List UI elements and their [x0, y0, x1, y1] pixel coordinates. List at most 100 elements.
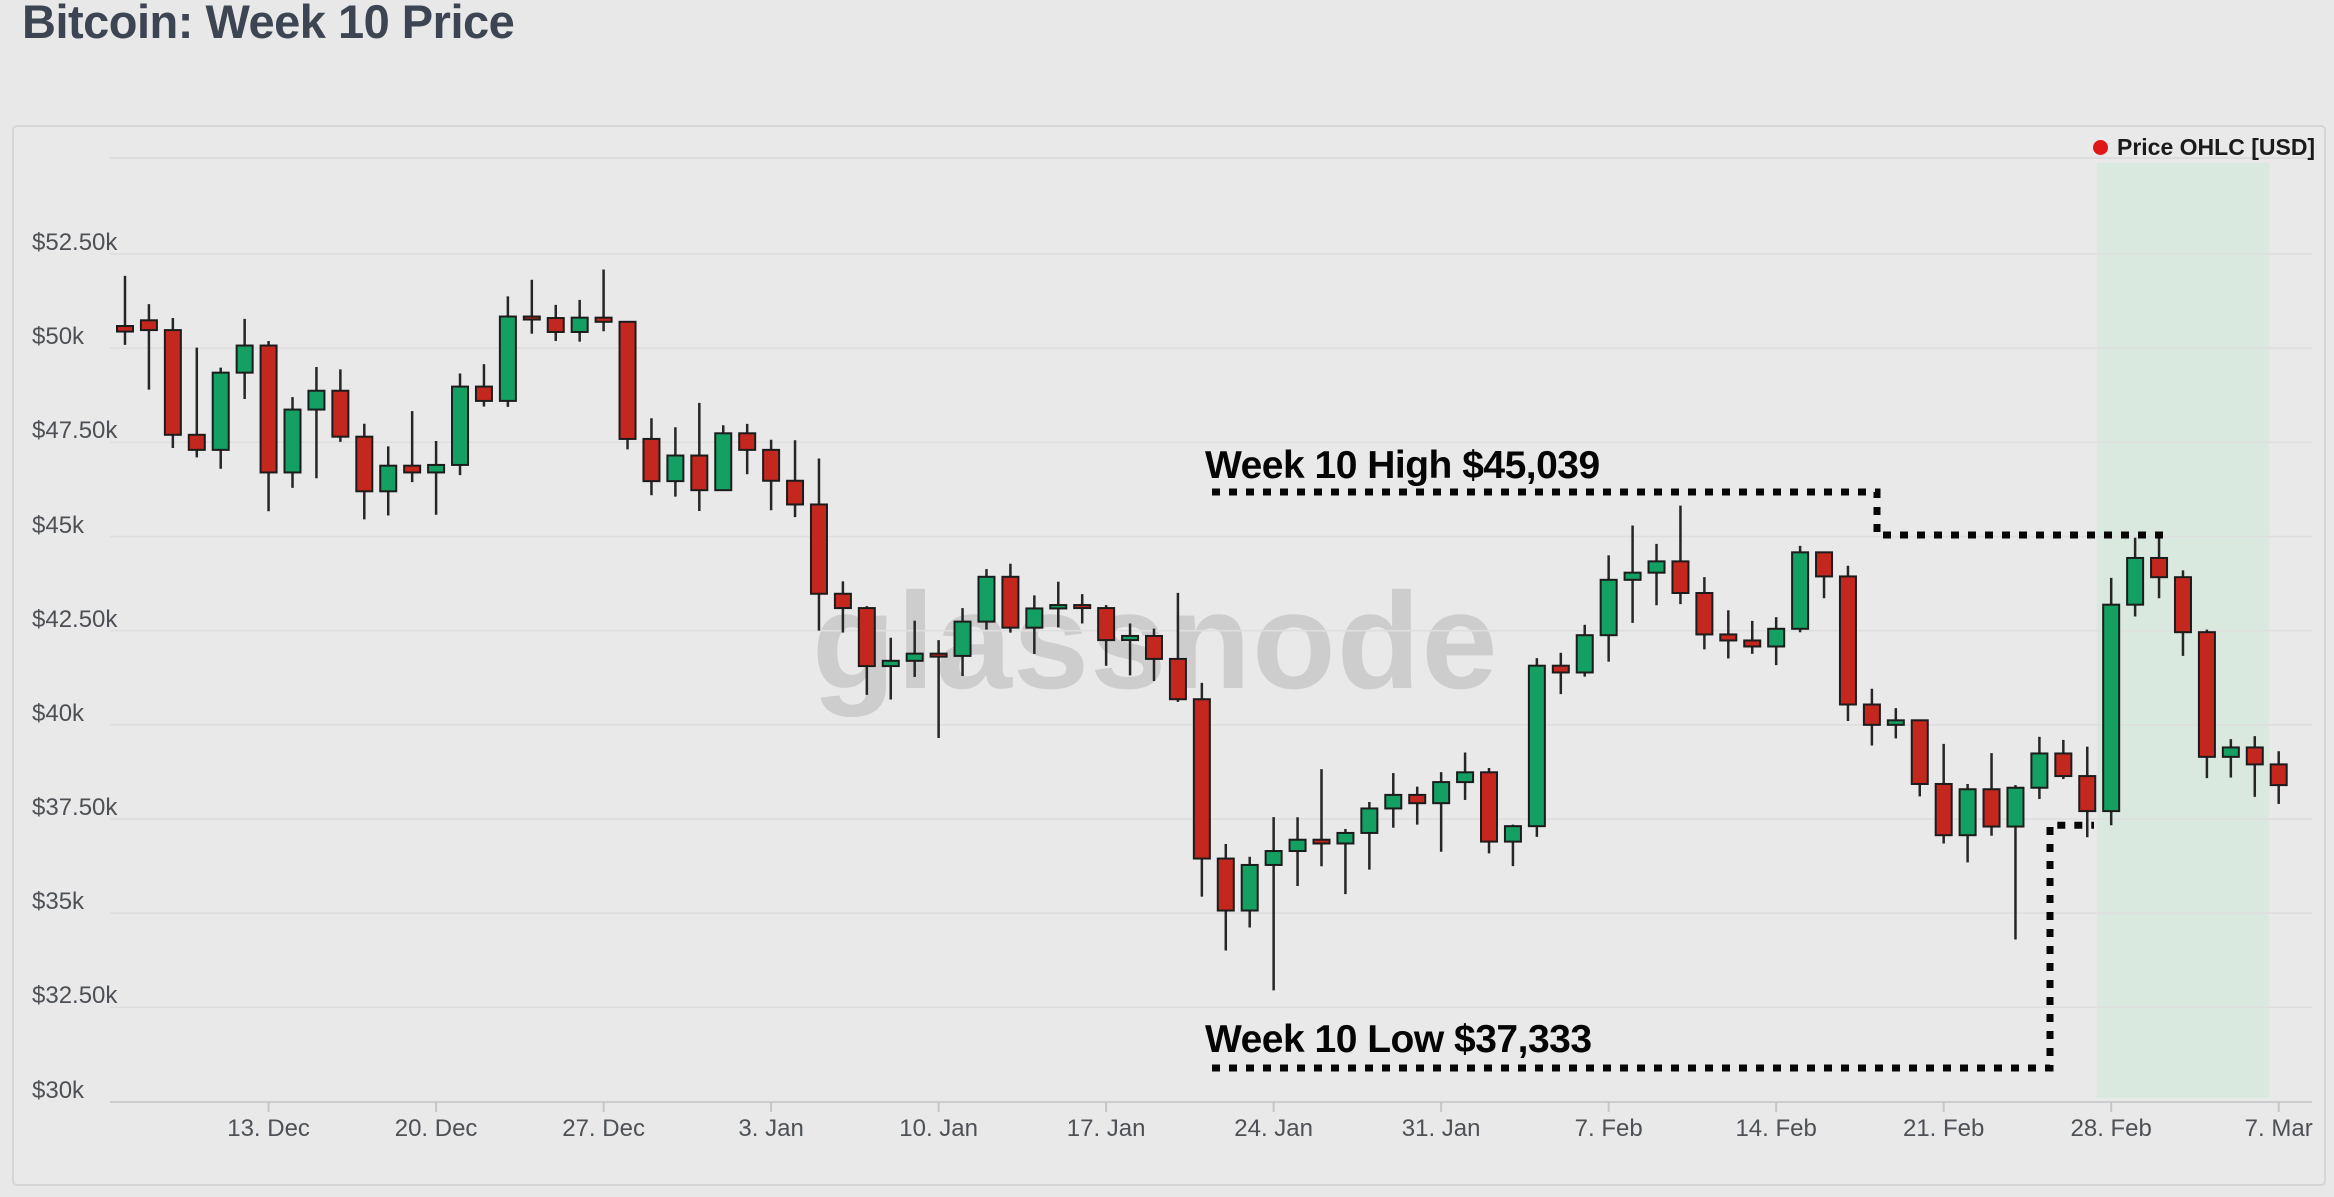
candle[interactable] — [1264, 817, 1283, 991]
candle[interactable] — [1647, 543, 1666, 606]
candle[interactable] — [379, 446, 398, 516]
candle[interactable] — [1216, 844, 1235, 951]
candle[interactable] — [522, 279, 541, 334]
candle[interactable] — [1527, 658, 1546, 837]
candle[interactable] — [1551, 652, 1570, 695]
candle[interactable] — [1838, 565, 1857, 721]
candle[interactable] — [139, 304, 158, 390]
candle[interactable] — [427, 440, 446, 515]
candle[interactable] — [1503, 824, 1522, 867]
candle[interactable] — [1288, 817, 1307, 887]
candle[interactable] — [786, 440, 805, 518]
candle[interactable] — [1432, 772, 1451, 852]
candle[interactable] — [1719, 610, 1738, 659]
candle[interactable] — [1862, 688, 1881, 746]
candle[interactable] — [1456, 752, 1475, 800]
candle-body — [809, 503, 828, 595]
candle[interactable] — [1384, 773, 1403, 828]
candle[interactable] — [1360, 801, 1379, 870]
candle[interactable] — [857, 606, 876, 695]
candle[interactable] — [762, 439, 781, 511]
candle[interactable] — [1144, 628, 1163, 681]
candle[interactable] — [1934, 743, 1953, 844]
candle[interactable] — [1910, 719, 1929, 797]
candle[interactable] — [1480, 767, 1499, 854]
candle[interactable] — [211, 367, 230, 469]
candle[interactable] — [498, 296, 517, 407]
candle[interactable] — [953, 608, 972, 677]
candle[interactable] — [546, 304, 565, 341]
candle[interactable] — [1767, 617, 1786, 666]
candle[interactable] — [1192, 682, 1211, 897]
candle[interactable] — [1695, 577, 1714, 650]
candle[interactable] — [1575, 624, 1594, 677]
candle[interactable] — [451, 373, 470, 476]
candle[interactable] — [642, 418, 661, 496]
candle-body — [1240, 863, 1259, 912]
candle[interactable] — [259, 341, 278, 512]
candle-body — [2197, 631, 2216, 758]
candle[interactable] — [2006, 785, 2025, 940]
candle[interactable] — [1743, 620, 1762, 654]
candle[interactable] — [2150, 535, 2169, 599]
candle[interactable] — [355, 423, 374, 520]
candle[interactable] — [116, 275, 134, 345]
candle[interactable] — [1886, 708, 1905, 739]
candle[interactable] — [570, 299, 589, 342]
candle[interactable] — [1623, 525, 1642, 623]
candle[interactable] — [2221, 739, 2240, 778]
candle[interactable] — [690, 402, 709, 511]
candle[interactable] — [714, 425, 733, 492]
candle[interactable] — [1958, 784, 1977, 863]
candle[interactable] — [1025, 595, 1044, 654]
candle[interactable] — [1240, 856, 1259, 928]
candle[interactable] — [977, 569, 996, 630]
candle[interactable] — [618, 320, 637, 450]
candle[interactable] — [283, 397, 302, 488]
candle[interactable] — [929, 640, 948, 739]
candle[interactable] — [594, 269, 613, 332]
candle[interactable] — [738, 423, 757, 475]
candle[interactable] — [1336, 829, 1355, 895]
candle[interactable] — [2197, 629, 2216, 779]
candle[interactable] — [2269, 751, 2288, 804]
candle[interactable] — [1073, 594, 1092, 624]
candle[interactable] — [1168, 592, 1187, 702]
candle[interactable] — [2173, 570, 2192, 656]
candle[interactable] — [2102, 577, 2121, 826]
candle[interactable] — [331, 369, 350, 442]
legend[interactable]: Price OHLC [USD] — [2093, 133, 2315, 161]
candle[interactable] — [163, 318, 182, 448]
candle[interactable] — [1599, 555, 1618, 662]
candle[interactable] — [833, 581, 852, 633]
candle[interactable] — [1097, 605, 1116, 666]
candle[interactable] — [2078, 746, 2097, 838]
candle[interactable] — [2030, 736, 2049, 800]
candle[interactable] — [235, 318, 254, 400]
candle[interactable] — [307, 367, 326, 479]
candle[interactable] — [1982, 753, 2001, 836]
candle[interactable] — [1408, 786, 1427, 825]
candle-body — [2078, 775, 2097, 813]
candle[interactable] — [809, 458, 828, 631]
candle[interactable] — [666, 427, 685, 497]
candle[interactable] — [1671, 505, 1690, 605]
candle[interactable] — [905, 620, 924, 677]
candle[interactable] — [1049, 581, 1068, 628]
candle[interactable] — [1815, 551, 1834, 599]
candle[interactable] — [1001, 563, 1020, 633]
candle[interactable] — [2126, 537, 2145, 617]
candle-body — [594, 316, 613, 323]
candle-body — [522, 315, 541, 321]
candle-body — [1001, 575, 1020, 629]
candle[interactable] — [1312, 769, 1331, 867]
candle[interactable] — [403, 411, 422, 483]
candle[interactable] — [474, 364, 493, 407]
candle[interactable] — [2054, 739, 2073, 780]
candle[interactable] — [881, 637, 900, 700]
candle[interactable] — [187, 347, 206, 458]
candle[interactable] — [1791, 545, 1810, 633]
candle[interactable] — [2245, 736, 2264, 797]
candle[interactable] — [1121, 623, 1140, 676]
